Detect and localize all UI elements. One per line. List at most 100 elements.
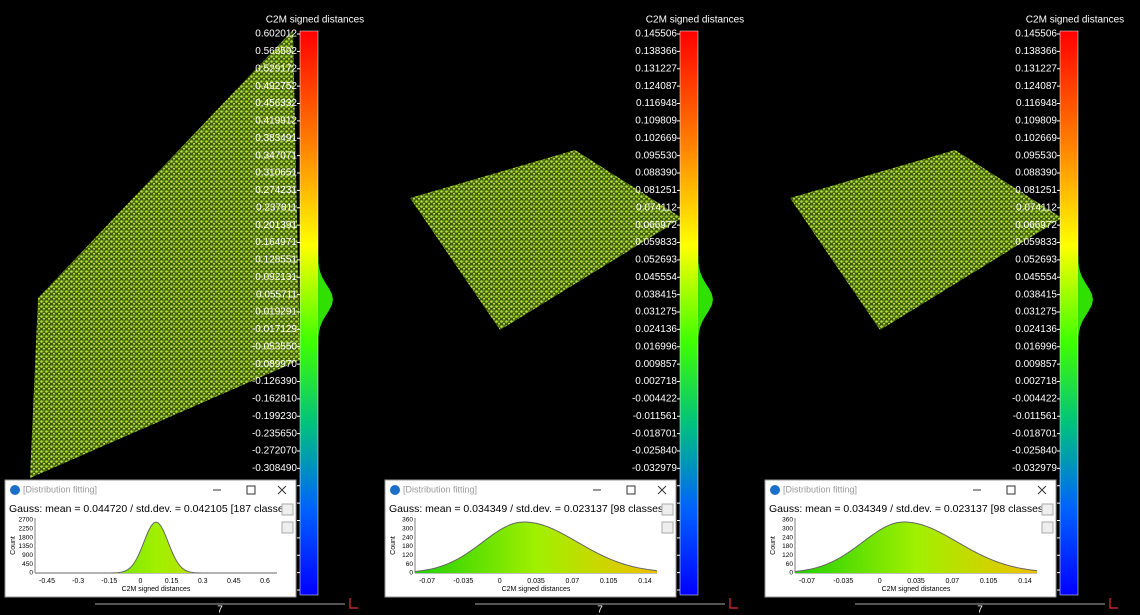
scale-label: -0.018701 — [632, 428, 677, 439]
scale-label: -0.126390 — [252, 376, 297, 387]
scale-label: -0.053550 — [252, 341, 297, 352]
color-scale — [1060, 31, 1078, 595]
x-tick-label: -0.45 — [39, 578, 55, 585]
scale-title: C2M signed distances — [266, 15, 364, 26]
scale-label: 0.081251 — [635, 185, 677, 196]
export-button[interactable] — [1042, 522, 1053, 533]
scale-label: 0.529172 — [255, 63, 297, 74]
scale-label: 0.055711 — [256, 289, 297, 300]
x-axis-label: C2M signed distances — [882, 586, 951, 593]
scale-label: -0.004422 — [1012, 394, 1057, 405]
scale-label: 0.456332 — [255, 98, 297, 109]
export-button[interactable] — [662, 522, 673, 533]
dialog-title: [Distribution fitting] — [403, 484, 477, 494]
scale-label: 0.059833 — [635, 237, 677, 248]
x-tick-label: 0.6 — [260, 578, 270, 585]
scale-label: 0.031275 — [1015, 307, 1057, 318]
scale-label: 0.002718 — [1015, 376, 1057, 387]
summary: Gauss: mean = 0.044720 / std.dev. = 0.04… — [9, 503, 292, 515]
scale-label: 0.201391 — [255, 220, 297, 231]
scale-label: 0.145506 — [635, 29, 677, 40]
scale-title: C2M signed distances — [646, 15, 744, 26]
scale-label: 0.066972 — [635, 220, 677, 231]
scale-label: -0.017129 — [252, 324, 297, 335]
scale-label: -0.004422 — [632, 394, 677, 405]
scale-label: 0.074112 — [636, 202, 677, 213]
x-tick-label: 0.07 — [566, 578, 580, 585]
scale-label: 0.092131 — [255, 272, 297, 283]
x-tick-label: 0.105 — [980, 578, 998, 585]
scale-label: 0.128551 — [255, 255, 297, 266]
y-tick-label: 1800 — [19, 534, 34, 541]
scale-label: -0.162810 — [252, 394, 297, 405]
y-tick-label: 60 — [786, 561, 794, 568]
scale-label: 0.031275 — [635, 307, 677, 318]
x-tick-label: -0.07 — [799, 578, 815, 585]
x-tick-label: 0.035 — [527, 578, 545, 585]
scale-label: 0.002718 — [635, 376, 677, 387]
x-tick-label: 0.14 — [1018, 578, 1032, 585]
x-tick-label: 0.035 — [907, 578, 925, 585]
scale-label: -0.032979 — [1012, 463, 1057, 474]
scale-label: -0.011561 — [633, 411, 678, 422]
y-axis-label: Count — [770, 536, 777, 555]
summary: Gauss: mean = 0.034349 / std.dev. = 0.02… — [769, 503, 1046, 515]
export-button[interactable] — [282, 522, 293, 533]
y-tick-label: 240 — [402, 534, 413, 541]
x-tick-label: 0 — [138, 578, 142, 585]
y-tick-label: 900 — [22, 552, 33, 559]
scale-label: 0.045554 — [635, 272, 677, 283]
y-tick-label: 60 — [406, 561, 414, 568]
scale-label: -0.025840 — [632, 446, 677, 457]
scale-label: 0.138366 — [1015, 46, 1057, 57]
y-tick-label: 180 — [782, 543, 793, 550]
scale-bar-label: 7 — [217, 605, 223, 615]
export-button[interactable] — [282, 504, 293, 515]
page: C2M signed distances0.6020120.5655920.52… — [0, 0, 1140, 615]
color-scale — [680, 31, 698, 595]
scale-label: 0.009857 — [1015, 359, 1057, 370]
scale-label: 0.131227 — [635, 63, 677, 74]
axis-icon — [350, 598, 358, 608]
scale-label: 0.081251 — [1015, 185, 1057, 196]
x-tick-label: 0.45 — [227, 578, 241, 585]
x-tick-label: -0.3 — [72, 578, 84, 585]
scale-histogram — [318, 250, 333, 355]
scale-histogram — [1078, 250, 1093, 355]
scale-label: 0.024136 — [635, 324, 677, 335]
scale-bar-label: 7 — [597, 605, 603, 615]
scale-label: -0.089970 — [252, 359, 297, 370]
app-icon — [10, 485, 20, 495]
y-tick-label: 2250 — [19, 526, 34, 533]
summary: Gauss: mean = 0.034349 / std.dev. = 0.02… — [389, 503, 666, 515]
scale-label: 0.492752 — [255, 81, 297, 92]
y-tick-label: 0 — [789, 570, 793, 577]
scale-label: 0.095530 — [635, 150, 677, 161]
scale-label: 0.138366 — [635, 46, 677, 57]
dialog-title: [Distribution fitting] — [783, 484, 857, 494]
y-tick-label: 2700 — [19, 517, 34, 524]
y-tick-label: 120 — [782, 552, 793, 559]
scale-label: 0.019291 — [255, 307, 297, 318]
scale-label: 0.124087 — [635, 81, 677, 92]
scale-label: 0.024136 — [1015, 324, 1057, 335]
export-button[interactable] — [1042, 504, 1053, 515]
scale-label: 0.124087 — [1015, 81, 1057, 92]
y-axis-label: Count — [390, 536, 397, 555]
app-icon — [770, 485, 780, 495]
color-scale — [300, 31, 318, 595]
x-tick-label: 0 — [498, 578, 502, 585]
app-icon — [390, 485, 400, 495]
scale-label: 0.565592 — [255, 46, 297, 57]
y-axis-label: Count — [10, 536, 17, 555]
scale-label: -0.018701 — [1012, 428, 1057, 439]
x-tick-label: -0.15 — [101, 578, 117, 585]
scale-label: 0.237811 — [256, 202, 297, 213]
x-tick-label: 0.07 — [946, 578, 960, 585]
scale-label: 0.131227 — [1015, 63, 1057, 74]
scale-label: 0.016996 — [1015, 341, 1057, 352]
scale-label: 0.164971 — [255, 237, 297, 248]
scale-label: -0.308490 — [252, 463, 297, 474]
scale-label: -0.025840 — [1012, 446, 1057, 457]
export-button[interactable] — [662, 504, 673, 515]
